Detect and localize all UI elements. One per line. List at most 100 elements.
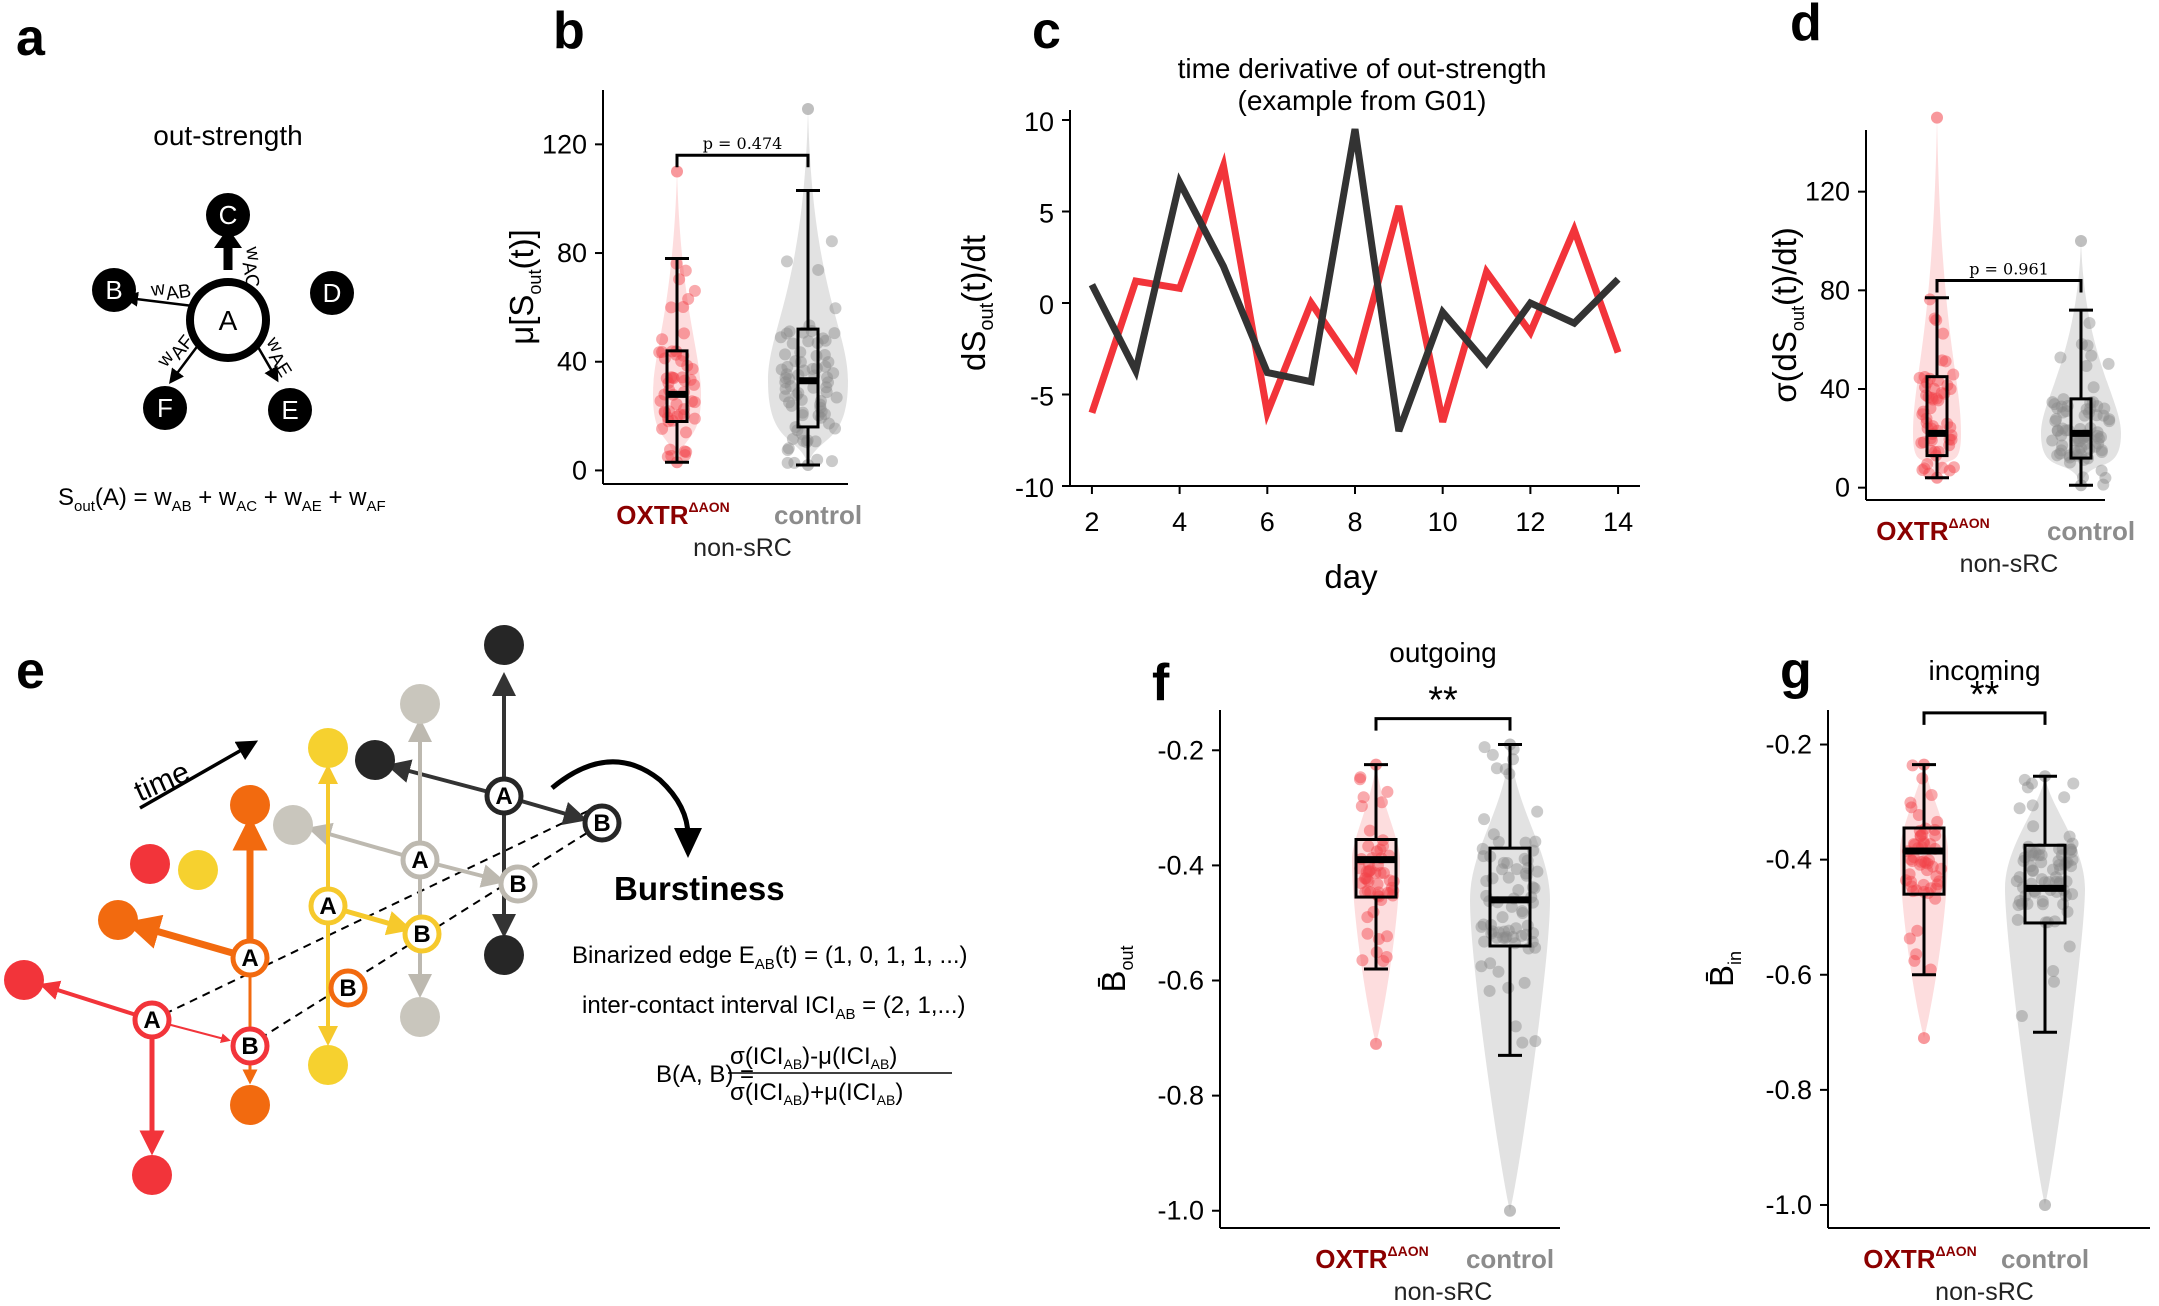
x-axis-label: day [1324,558,1378,595]
data-point [666,371,679,384]
data-point [2010,875,2023,888]
outlier-point [1931,111,1943,124]
data-point [1905,875,1918,888]
chart-title: time derivative of out-strength [1178,53,1547,84]
data-point [1529,941,1542,954]
data-point [1492,835,1505,848]
data-point [2027,820,2040,833]
panel-e-diagram: time A B A B [4,625,968,1195]
b-num-mid: )-μ(ICI [802,1043,870,1070]
x-tick-label: 10 [1428,507,1458,537]
y-tick-label: 80 [1820,275,1850,305]
data-point [2046,434,2059,447]
data-point [1904,796,1917,809]
data-point [820,381,833,394]
data-point [2103,415,2116,428]
data-point [779,390,792,403]
data-point [1921,857,1934,870]
data-point [1360,865,1373,878]
group-label-non-src: non-sRC [1394,1278,1493,1306]
significance-label: ** [1428,680,1458,722]
data-point [1478,935,1491,948]
data-point [2050,413,2063,426]
node-red-back [130,844,170,884]
data-point [2026,799,2039,812]
data-point [1930,392,1943,405]
data-point [1475,920,1488,933]
data-point [2024,849,2037,862]
data-point [656,333,669,346]
data-point [1945,429,1958,442]
data-point [1502,981,1515,994]
weight-ab: w [149,278,167,301]
node-b-label: B [105,275,122,305]
data-point [809,435,822,448]
data-point [671,410,684,423]
data-point [2047,965,2060,978]
data-point [1506,930,1519,943]
group-label-control: control [774,500,862,530]
node-gray-b-label: B [509,871,526,898]
node-orange-a-label: A [241,945,258,972]
data-point [1475,960,1488,973]
data-point [779,348,792,361]
node-black-left [355,740,395,780]
box-iqr [665,349,689,424]
data-point [1358,872,1371,885]
data-point [1939,355,1952,368]
data-point [2063,830,2076,843]
group-label-oxtr-main: OXTR [1315,1244,1387,1274]
weight-ac: w [241,244,264,262]
data-point [2094,431,2107,444]
node-yellow-bottom [308,1045,348,1085]
significance-bracket [1935,278,2083,293]
node-black-bottom [484,935,524,975]
node-a [186,278,270,362]
data-point [2049,415,2062,428]
data-point [1361,911,1374,924]
data-point [1921,864,1934,877]
data-point [1380,950,1393,963]
data-point [1361,884,1374,897]
data-point [1381,785,1394,798]
data-point [1929,829,1942,842]
data-point [779,382,792,395]
significance-bracket [1374,717,1512,731]
data-point [819,360,832,373]
data-point [688,284,701,297]
data-point [2025,777,2038,790]
group-label-oxtr-main: OXTR [616,500,688,530]
formula-p1: + w [192,484,237,511]
y-tick-label: 10 [1024,107,1054,137]
data-point [786,433,799,446]
data-point [2065,860,2078,873]
group-label-non-src: non-sRC [1935,1278,2034,1306]
y-axis-label: B̄in [1703,951,1745,987]
data-point [685,395,698,408]
y-axis-label: σ(dSout(t)/dt) [1766,227,1808,403]
data-point [1925,434,1938,447]
data-point [676,371,689,384]
y-tick-label: -0.8 [1765,1075,1812,1105]
y-axis-label-main: B̄ [1095,971,1132,993]
node-yellow-a-label: A [319,893,336,920]
data-point [677,300,690,313]
panel-title: outgoing [1389,637,1496,668]
y-tick-label: -0.8 [1157,1081,1204,1111]
data-point [1516,1036,1529,1049]
node-e [268,388,312,432]
y-axis-label-sub: out [976,302,998,330]
y-axis-label: dSout(t)/dt [955,235,998,371]
node-gray-b [498,864,538,904]
data-point [1477,850,1490,863]
y-tick-label: 40 [557,347,587,377]
data-point [1370,845,1383,858]
data-point [2057,393,2070,406]
box-iqr [1354,838,1398,899]
data-point [1486,872,1499,885]
burstiness-title: Burstiness [614,870,785,907]
data-point [2067,777,2080,790]
data-point [2057,406,2070,419]
binarized-pre: Binarized edge E [572,942,755,969]
x-tick-label: 14 [1603,507,1633,537]
